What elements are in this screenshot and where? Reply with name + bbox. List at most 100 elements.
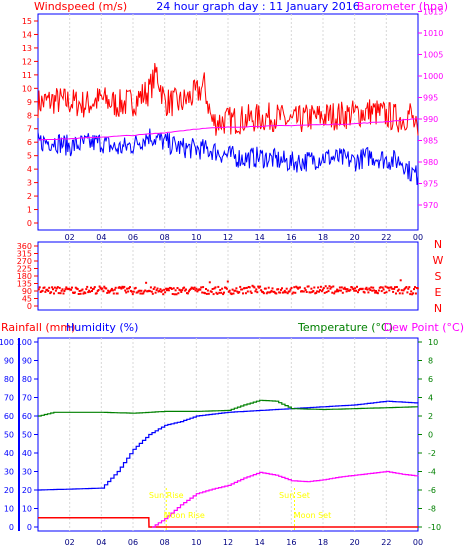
- direction-tick-label: 90: [22, 287, 32, 296]
- direction-tick-label: 135: [17, 280, 32, 289]
- hour-tick-label: 16: [286, 233, 296, 242]
- compass-letter: E: [435, 286, 442, 299]
- direction-point: [416, 287, 419, 290]
- direction-point: [250, 292, 253, 294]
- direction-point: [226, 280, 229, 283]
- direction-point: [174, 289, 177, 292]
- direction-point: [105, 287, 108, 290]
- direction-point: [230, 293, 233, 296]
- temperature-series-line: [38, 399, 418, 417]
- rainfall-tick-label: 0: [9, 523, 14, 532]
- direction-point: [54, 289, 57, 292]
- temperature-tick-label: -4: [428, 468, 436, 477]
- direction-point: [333, 292, 336, 295]
- direction-point: [291, 292, 294, 295]
- temperature-tick-label: 4: [428, 394, 433, 403]
- direction-point: [353, 289, 356, 292]
- direction-point: [127, 290, 130, 293]
- direction-point: [320, 290, 323, 293]
- direction-point: [65, 286, 68, 289]
- direction-point: [403, 288, 406, 291]
- direction-point: [62, 292, 65, 295]
- direction-point: [293, 286, 296, 289]
- direction-point: [113, 288, 116, 291]
- direction-point: [331, 291, 334, 294]
- direction-point: [257, 285, 260, 288]
- direction-point: [355, 289, 358, 292]
- direction-point: [335, 290, 338, 293]
- windspeed-tick-label: 13: [22, 44, 32, 53]
- hour-tick-label: 12: [223, 538, 233, 547]
- direction-point: [323, 291, 326, 294]
- direction-point: [273, 290, 276, 293]
- direction-point: [246, 290, 249, 293]
- direction-point: [366, 288, 369, 291]
- astro-events: Sun Rise Moon Rise Sun Set Moon Set: [149, 488, 331, 531]
- direction-point: [361, 287, 364, 290]
- direction-point: [48, 286, 51, 289]
- barometer-tick-label: 1000: [423, 72, 443, 81]
- direction-point: [110, 289, 112, 292]
- direction-point: [399, 279, 402, 282]
- direction-point: [227, 290, 230, 293]
- compass-letter: S: [435, 270, 442, 283]
- direction-point: [269, 291, 272, 293]
- rainfall-tick-label: 80: [4, 375, 14, 384]
- direction-point: [299, 286, 301, 289]
- direction-point: [153, 286, 156, 289]
- direction-tick-label: 225: [17, 265, 32, 274]
- direction-point: [57, 292, 60, 295]
- direction-point: [170, 288, 173, 290]
- direction-point: [402, 289, 405, 292]
- direction-point: [177, 292, 180, 295]
- direction-point: [192, 288, 195, 290]
- direction-point: [392, 290, 395, 293]
- direction-point: [189, 287, 192, 290]
- direction-point: [53, 292, 55, 295]
- direction-point: [205, 288, 207, 290]
- windspeed-tick-label: 10: [22, 84, 32, 93]
- direction-point: [120, 287, 123, 290]
- rainfall-tick-label: 50: [4, 431, 14, 440]
- dewpoint-axis-title: Dew Point (°C): [384, 321, 464, 334]
- direction-point: [244, 292, 247, 295]
- direction-point: [260, 289, 263, 292]
- direction-point: [204, 292, 206, 295]
- direction-point: [338, 286, 341, 289]
- direction-point: [388, 289, 391, 292]
- direction-point: [243, 287, 246, 290]
- direction-point: [155, 289, 158, 292]
- direction-point: [315, 291, 318, 294]
- humidity-tick-label: 50: [22, 431, 32, 440]
- direction-point: [78, 290, 81, 292]
- windspeed-tick-label: 11: [22, 71, 32, 80]
- barometer-tick-label: 1005: [423, 51, 443, 60]
- direction-point: [381, 286, 384, 289]
- direction-point: [281, 287, 283, 290]
- direction-point: [302, 290, 305, 293]
- direction-point: [317, 286, 320, 289]
- direction-point: [129, 286, 131, 289]
- direction-point: [383, 291, 386, 294]
- direction-point: [262, 291, 264, 294]
- direction-point: [214, 286, 217, 289]
- rainfall-tick-label: 100: [0, 338, 14, 347]
- direction-point: [242, 292, 244, 295]
- humidity-axis-title: Humidity (%): [66, 321, 138, 334]
- hour-tick-label: 18: [318, 233, 328, 242]
- direction-point: [373, 289, 376, 292]
- direction-point: [193, 286, 196, 289]
- direction-point: [144, 289, 147, 292]
- direction-point: [87, 291, 90, 294]
- direction-point: [259, 285, 262, 288]
- windspeed-tick-label: 3: [27, 179, 32, 188]
- hour-tick-label: 18: [318, 538, 328, 547]
- direction-point: [130, 290, 133, 293]
- direction-point: [164, 291, 167, 294]
- humidity-tick-label: 90: [22, 357, 32, 366]
- direction-point: [95, 292, 98, 295]
- direction-point: [249, 290, 252, 293]
- direction-point: [345, 290, 348, 293]
- direction-point: [357, 291, 359, 294]
